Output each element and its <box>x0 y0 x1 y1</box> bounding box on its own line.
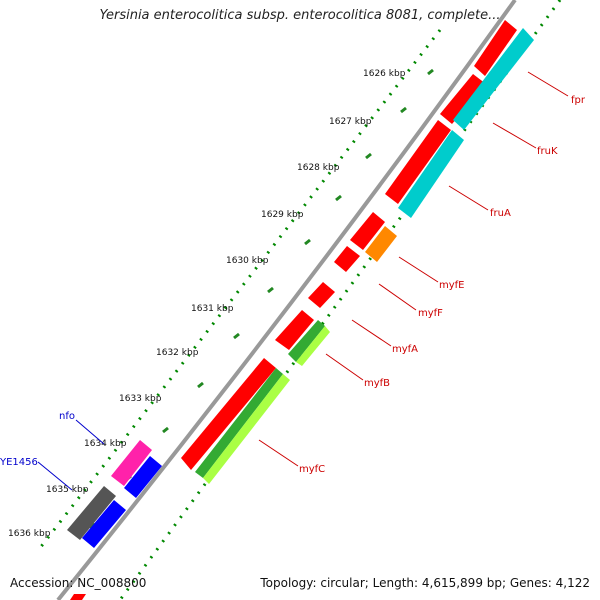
gene-arrow[interactable] <box>181 358 276 470</box>
tick-label: 1628 kbp <box>297 163 340 173</box>
tick-mark <box>267 286 274 294</box>
gene-label: nfo <box>59 411 75 422</box>
gene-arrow[interactable] <box>82 500 126 548</box>
leader-line <box>492 122 537 149</box>
tick-label: 1627 kbp <box>329 117 372 127</box>
leader-line <box>378 283 417 311</box>
red-gene-track <box>181 20 517 470</box>
gene-arrow[interactable] <box>385 120 451 204</box>
gene-arrow[interactable] <box>275 310 314 350</box>
gene-arrow[interactable] <box>67 486 116 540</box>
gene-arrow[interactable] <box>453 28 534 130</box>
accession-text: Accession: NC_008800 <box>10 576 147 590</box>
leader-line <box>75 419 105 445</box>
inner-dotted-scale-line <box>118 0 562 600</box>
tick-label: 1635 kbp <box>46 485 89 495</box>
gene-arrow[interactable] <box>288 320 325 362</box>
tick-mark <box>400 106 407 114</box>
gene-arrow[interactable] <box>365 226 397 262</box>
tick-mark <box>197 381 204 389</box>
label-leader-lines <box>37 71 569 491</box>
tick-label: 1626 kbp <box>363 69 406 79</box>
tick-label: 1633 kbp <box>119 394 162 404</box>
gene-label: fruA <box>490 208 511 219</box>
tick-label: 1634 kbp <box>84 439 127 449</box>
tick-label: 1629 kbp <box>261 210 304 220</box>
gene-arrow[interactable] <box>350 212 385 250</box>
gene-label: fruK <box>537 146 558 157</box>
leader-line <box>527 71 569 97</box>
leader-line <box>258 439 299 467</box>
topology-summary-text: Topology: circular; Length: 4,615,899 bp… <box>260 576 590 590</box>
leader-line <box>351 319 392 347</box>
gene-label: myfB <box>364 378 390 389</box>
tick-label: 1631 kbp <box>191 304 234 314</box>
gene-label: fpr <box>571 95 586 106</box>
gene-label: myfA <box>392 344 418 355</box>
tick-mark <box>162 426 169 434</box>
tick-mark <box>427 68 434 76</box>
tick-label: 1636 kbp <box>8 529 51 539</box>
gene-arrow[interactable] <box>195 368 283 478</box>
gene-arrow[interactable] <box>334 246 360 272</box>
gene-arrow[interactable] <box>440 74 486 124</box>
gene-arrow[interactable] <box>111 440 152 486</box>
gene-arrow[interactable] <box>70 594 86 600</box>
leader-line <box>325 353 364 381</box>
leader-line <box>398 256 439 283</box>
inner-gene-track <box>82 28 534 548</box>
tick-mark <box>304 238 311 246</box>
gene-arrow[interactable] <box>398 130 464 218</box>
outer-dotted-scale-line <box>38 29 442 549</box>
left-gene-track <box>67 440 152 540</box>
tick-mark <box>335 194 342 202</box>
gene-label: myfF <box>418 308 443 319</box>
gene-label: myfE <box>439 280 465 291</box>
tick-mark <box>365 152 372 160</box>
gene-arrow[interactable] <box>308 282 335 308</box>
map-title: Yersinia enterocolitica subsp. enterocol… <box>99 8 501 23</box>
gene-arrow[interactable] <box>296 326 330 366</box>
gene-arrow[interactable] <box>124 456 162 498</box>
tick-label: 1630 kbp <box>226 256 269 266</box>
gene-arrow[interactable] <box>474 20 517 76</box>
tick-mark <box>233 332 240 340</box>
gene-label: YE1456 <box>0 457 38 468</box>
gene-arrow[interactable] <box>203 374 290 484</box>
leader-line <box>448 185 489 211</box>
genome-backbone-line <box>56 0 517 600</box>
leader-line <box>37 461 73 491</box>
tick-label: 1632 kbp <box>156 348 199 358</box>
gene-label: myfC <box>299 464 325 475</box>
